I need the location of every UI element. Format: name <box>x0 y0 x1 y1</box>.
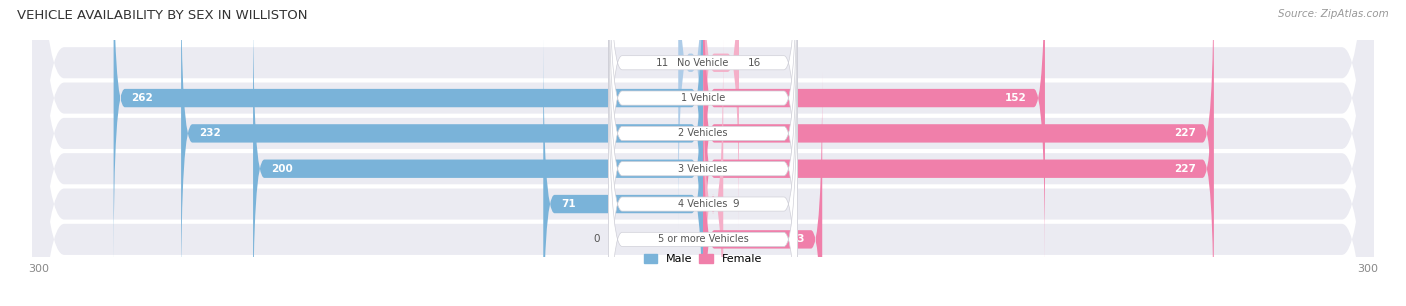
Text: 0: 0 <box>593 234 599 244</box>
FancyBboxPatch shape <box>32 0 1374 306</box>
FancyBboxPatch shape <box>253 1 703 306</box>
FancyBboxPatch shape <box>32 0 1374 306</box>
FancyBboxPatch shape <box>609 0 797 306</box>
FancyBboxPatch shape <box>609 0 797 303</box>
Text: 232: 232 <box>200 129 221 138</box>
FancyBboxPatch shape <box>703 37 723 306</box>
Text: 5 or more Vehicles: 5 or more Vehicles <box>658 234 748 244</box>
Text: 300: 300 <box>1357 264 1378 274</box>
FancyBboxPatch shape <box>543 37 703 306</box>
FancyBboxPatch shape <box>609 35 797 306</box>
Text: 227: 227 <box>1174 164 1195 174</box>
Text: No Vehicle: No Vehicle <box>678 58 728 68</box>
FancyBboxPatch shape <box>609 0 797 306</box>
Text: 71: 71 <box>561 199 576 209</box>
Text: 16: 16 <box>748 58 761 68</box>
Text: 200: 200 <box>271 164 292 174</box>
Text: 227: 227 <box>1174 129 1195 138</box>
Text: 11: 11 <box>657 58 669 68</box>
FancyBboxPatch shape <box>609 0 797 306</box>
FancyBboxPatch shape <box>114 0 703 266</box>
Text: VEHICLE AVAILABILITY BY SEX IN WILLISTON: VEHICLE AVAILABILITY BY SEX IN WILLISTON <box>17 9 308 22</box>
FancyBboxPatch shape <box>32 0 1374 306</box>
Text: 53: 53 <box>790 234 804 244</box>
FancyBboxPatch shape <box>703 1 1213 306</box>
FancyBboxPatch shape <box>32 0 1374 306</box>
FancyBboxPatch shape <box>703 72 823 306</box>
Text: 262: 262 <box>132 93 153 103</box>
Text: 3 Vehicles: 3 Vehicles <box>678 164 728 174</box>
FancyBboxPatch shape <box>703 0 1213 301</box>
Text: 9: 9 <box>733 199 740 209</box>
Legend: Male, Female: Male, Female <box>640 250 766 269</box>
Text: 1 Vehicle: 1 Vehicle <box>681 93 725 103</box>
FancyBboxPatch shape <box>678 0 703 230</box>
Text: 300: 300 <box>28 264 49 274</box>
Text: 152: 152 <box>1005 93 1026 103</box>
FancyBboxPatch shape <box>32 0 1374 306</box>
Text: 4 Vehicles: 4 Vehicles <box>678 199 728 209</box>
FancyBboxPatch shape <box>703 0 740 230</box>
Text: 2 Vehicles: 2 Vehicles <box>678 129 728 138</box>
FancyBboxPatch shape <box>703 0 1045 266</box>
FancyBboxPatch shape <box>181 0 703 301</box>
FancyBboxPatch shape <box>609 0 797 268</box>
Text: Source: ZipAtlas.com: Source: ZipAtlas.com <box>1278 9 1389 19</box>
FancyBboxPatch shape <box>32 0 1374 306</box>
